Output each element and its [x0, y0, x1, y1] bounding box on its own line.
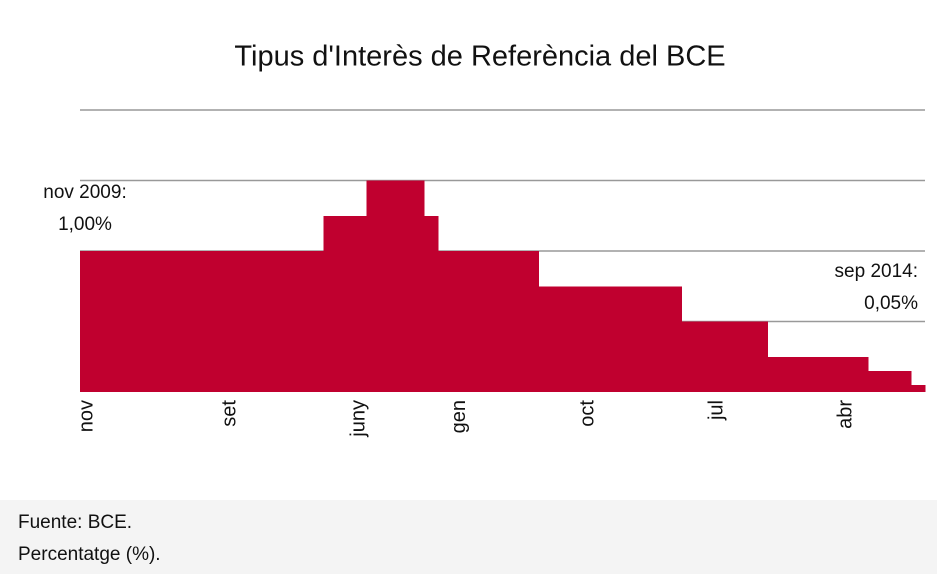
bar: [509, 251, 525, 392]
x-tick-label: gen: [448, 400, 470, 433]
annotation: 0,05%: [864, 293, 918, 314]
bar: [839, 356, 854, 392]
bar: [810, 356, 826, 392]
bar: [566, 286, 582, 392]
x-tick-label: set: [219, 400, 241, 427]
bar: [853, 356, 869, 392]
bar: [251, 251, 267, 392]
bar: [223, 251, 239, 392]
bar: [280, 251, 296, 392]
bar: [481, 251, 496, 392]
bar: [695, 321, 711, 392]
bar: [710, 321, 726, 392]
bar: [194, 251, 210, 392]
bar: [137, 251, 153, 392]
x-tick-label: juny: [348, 400, 370, 438]
x-tick-label: oct: [577, 400, 599, 427]
bar: [767, 356, 783, 392]
bar: [94, 251, 110, 392]
bar: [309, 251, 325, 392]
bar: [667, 286, 683, 392]
annotation: 1,00%: [58, 214, 112, 235]
bar: [380, 180, 396, 392]
bar: [452, 251, 468, 392]
x-tick-label: nov: [75, 400, 97, 432]
annotation: nov 2009:: [43, 182, 126, 203]
unit-note: Percentatge (%).: [18, 544, 161, 565]
bar: [910, 384, 926, 392]
bar: [882, 370, 897, 392]
bar: [165, 251, 181, 392]
x-tick-label: abr: [835, 400, 857, 429]
bar: [395, 180, 411, 392]
bar: [796, 356, 812, 392]
bar: [824, 356, 840, 392]
bar: [495, 251, 511, 392]
bar: [595, 286, 611, 392]
bar: [753, 321, 769, 392]
bar: [266, 251, 282, 392]
bar: [724, 321, 740, 392]
bar: [352, 215, 368, 392]
bar: [337, 215, 353, 392]
bar: [781, 356, 797, 392]
bar: [237, 251, 253, 392]
bar: [294, 251, 310, 392]
bar: [896, 370, 912, 392]
bar: [80, 251, 95, 392]
panel: [0, 0, 937, 500]
bar: [438, 251, 453, 392]
source: Fuente: BCE.: [18, 512, 132, 533]
bar: [638, 286, 654, 392]
bar: [609, 286, 625, 392]
bar: [108, 251, 124, 392]
bar: [180, 251, 196, 392]
bar: [652, 286, 668, 392]
bar: [366, 180, 382, 392]
bar: [581, 286, 597, 392]
bar: [538, 286, 554, 392]
bar: [208, 251, 224, 392]
annotation: sep 2014:: [835, 261, 918, 282]
bar: [323, 215, 339, 392]
bar: [466, 251, 482, 392]
bar: [122, 251, 138, 392]
chart-title: Tipus d'Interès de Referència del BCE: [234, 41, 725, 73]
bar: [681, 321, 697, 392]
bar: [151, 251, 167, 392]
x-tick-label: jul: [706, 400, 728, 421]
bar: [552, 286, 568, 392]
bar: [624, 286, 640, 392]
bar: [523, 251, 539, 392]
bar: [738, 321, 754, 392]
bar: [423, 215, 439, 392]
bar: [409, 180, 425, 392]
bar: [867, 370, 883, 392]
